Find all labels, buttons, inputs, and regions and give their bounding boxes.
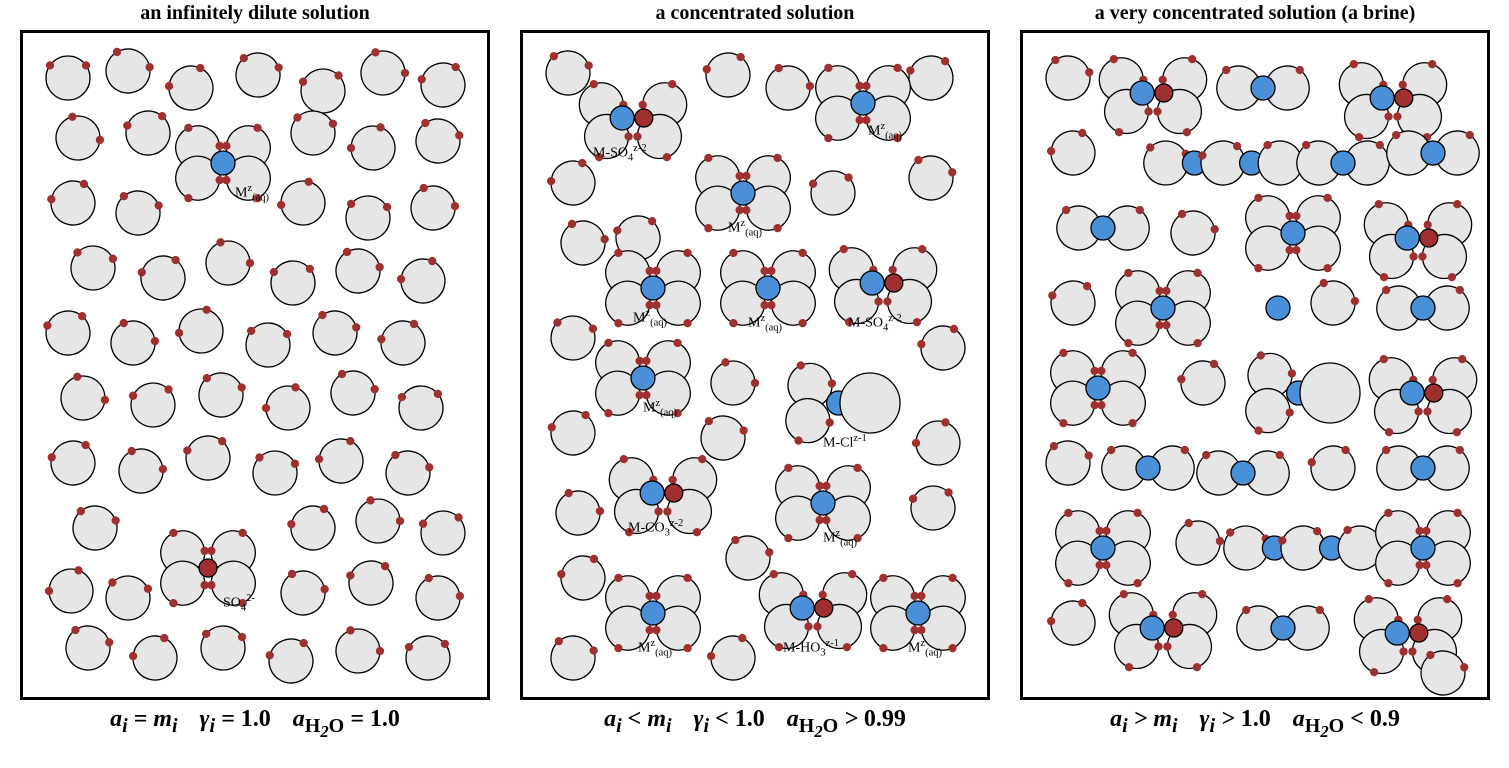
species-label: M-HO3z-1 [783, 638, 839, 658]
species-label: Mz(aq) [868, 121, 902, 141]
panel-formula: ai = miγi = 1.0aH2O = 1.0 [20, 706, 490, 742]
panel-formula: ai < miγi < 1.0aH2O > 0.99 [520, 706, 990, 742]
species-label: Mz(aq) [633, 308, 667, 328]
species-label: SO42- [223, 593, 255, 613]
species-label: Mz(aq) [235, 183, 269, 203]
panel-box: Mz(aq) SO42- [20, 30, 490, 700]
panel-svg [1023, 33, 1493, 703]
species-label: M-SO4z-2 [848, 313, 902, 333]
species-label: Mz(aq) [908, 638, 942, 658]
panel-box: M-SO4z-2 Mz(aq) Mz(aq) Mz(aq) Mz(aq) M-SO4z-2… [520, 30, 990, 700]
species-label: Mz(aq) [748, 313, 782, 333]
panel-title: a concentrated solution [520, 2, 990, 25]
species-label: Mz(aq) [823, 528, 857, 548]
panel-title: a very concentrated solution (a brine) [1020, 2, 1490, 25]
panel-box [1020, 30, 1490, 700]
species-label: Mz(aq) [728, 218, 762, 238]
species-label: Mz(aq) [638, 638, 672, 658]
panel-svg [23, 33, 493, 703]
species-label: M-SO4z-2 [593, 143, 647, 163]
species-label: Mz(aq) [643, 398, 677, 418]
species-label: M-CO3z-2 [628, 518, 683, 538]
panel-formula: ai > miγi > 1.0aH2O < 0.9 [1020, 706, 1490, 742]
panel-svg [523, 33, 993, 703]
panel-title: an infinitely dilute solution [20, 2, 490, 25]
species-label: M-Clz-1 [823, 433, 867, 452]
